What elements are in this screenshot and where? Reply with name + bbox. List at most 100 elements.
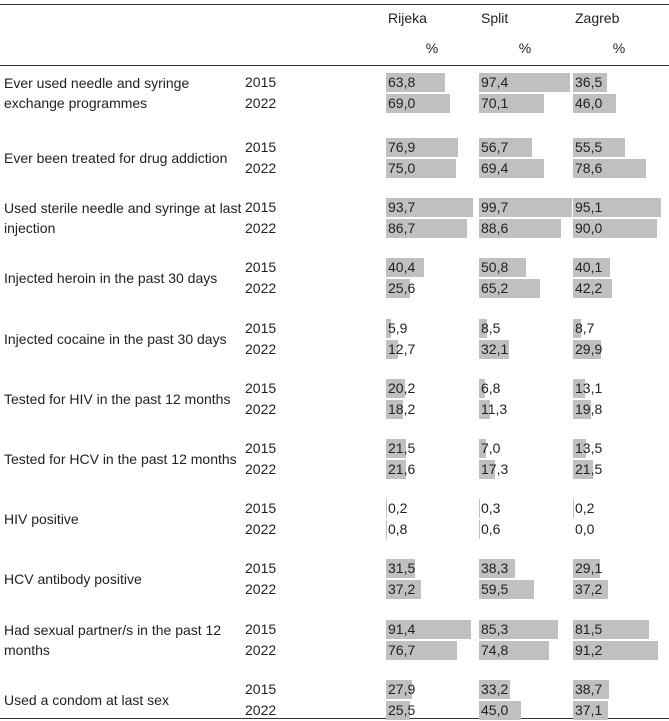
- cell-value: 37,1: [575, 701, 603, 718]
- cell-value: 8,5: [481, 319, 501, 336]
- data-bar: [573, 460, 593, 479]
- data-bar: [386, 520, 387, 540]
- cell-value: 45,0: [481, 701, 509, 718]
- year-label: 2015: [245, 379, 277, 396]
- data-bar: [479, 640, 549, 660]
- data-bar: [573, 700, 608, 720]
- year-label: 2015: [245, 500, 277, 517]
- data-bar: [479, 258, 527, 278]
- year-label: 2015: [245, 319, 277, 336]
- cell-value: 88,6: [481, 220, 509, 237]
- data-bar: [386, 159, 456, 178]
- cell-value: 29,9: [575, 340, 603, 357]
- cell-value: 0,2: [388, 500, 408, 517]
- data-bar: [386, 439, 406, 458]
- data-bar: [573, 198, 662, 218]
- year-label: 2022: [245, 581, 277, 598]
- row-label: HIV positive: [4, 511, 79, 528]
- year-label: 2022: [245, 160, 277, 176]
- bottom-rule: [0, 718, 669, 719]
- data-bar: [479, 279, 540, 299]
- cell-value: 40,4: [388, 259, 416, 276]
- data-bar: [386, 378, 405, 398]
- data-bar: [479, 318, 487, 338]
- cell-value: 38,7: [575, 680, 603, 697]
- column-header: Split: [481, 10, 509, 26]
- data-bar: [573, 640, 658, 660]
- cell-value: 76,7: [388, 641, 416, 658]
- cell-value: 97,4: [481, 74, 509, 90]
- year-label: 2015: [245, 440, 277, 456]
- data-bar: [386, 198, 474, 218]
- cell-value: 93,7: [388, 199, 416, 216]
- data-bar: [573, 619, 649, 639]
- data-bar: [573, 399, 592, 419]
- cell-value: 0,3: [481, 500, 501, 517]
- data-bar: [479, 520, 480, 540]
- data-bar: [573, 94, 616, 113]
- cell-value: 25,5: [388, 701, 416, 718]
- cell-value: 18,2: [388, 400, 416, 417]
- data-bar: [386, 580, 421, 600]
- cell-value: 7,0: [481, 440, 501, 456]
- column-header: Rijeka: [388, 10, 427, 26]
- year-label: 2015: [245, 259, 277, 276]
- data-bar: [386, 94, 451, 113]
- data-bar: [479, 198, 572, 218]
- cell-value: 21,5: [388, 440, 416, 456]
- data-bar: [479, 559, 515, 579]
- cell-value: 85,3: [481, 620, 509, 637]
- cell-value: 25,6: [388, 280, 416, 297]
- cell-value: 91,4: [388, 620, 416, 637]
- data-bar: [386, 219, 467, 239]
- cell-value: 40,1: [575, 259, 603, 276]
- cell-value: 69,0: [388, 95, 416, 111]
- cell-value: 70,1: [481, 95, 509, 111]
- data-bar: [573, 159, 647, 178]
- data-bar: [386, 460, 407, 479]
- data-bar: [573, 339, 601, 359]
- data-bar: [479, 159, 544, 178]
- year-label: 2022: [245, 95, 277, 111]
- year-label: 2022: [245, 521, 277, 538]
- cell-value: 38,3: [481, 560, 509, 577]
- row-label: Injected cocaine in the past 30 days: [4, 330, 227, 347]
- cell-value: 50,8: [481, 259, 509, 276]
- cell-value: 0,2: [575, 500, 595, 517]
- data-bar: [386, 399, 403, 419]
- data-bar: [479, 700, 521, 720]
- cell-value: 76,9: [388, 139, 416, 155]
- unit-label: %: [518, 40, 532, 56]
- data-bar: [573, 439, 586, 458]
- cell-value: 13,1: [575, 379, 603, 396]
- cell-value: 91,2: [575, 641, 603, 658]
- cell-value: 75,0: [388, 160, 416, 176]
- data-bar: [479, 460, 496, 479]
- cell-value: 21,5: [575, 461, 603, 477]
- year-label: 2015: [245, 560, 277, 577]
- data-bar: [386, 138, 458, 157]
- cell-value: 37,2: [388, 581, 416, 598]
- data-bar: [573, 559, 601, 579]
- data-bar: [386, 559, 416, 579]
- data-bar: [386, 700, 410, 720]
- cell-value: 8,7: [575, 319, 595, 336]
- cell-value: 86,7: [388, 220, 416, 237]
- data-bar: [479, 138, 532, 157]
- data-bar: [386, 279, 410, 299]
- cell-value: 46,0: [575, 95, 603, 111]
- cell-value: 78,6: [575, 160, 603, 176]
- cell-value: 69,4: [481, 160, 509, 176]
- header-rule: [0, 65, 669, 66]
- data-bar: [479, 399, 490, 419]
- cell-value: 59,5: [481, 581, 509, 598]
- year-label: 2022: [245, 340, 277, 357]
- data-bar: [386, 73, 446, 92]
- data-bar: [573, 138, 625, 157]
- cell-value: 55,5: [575, 139, 603, 155]
- year-label: 2015: [245, 74, 277, 90]
- data-bar: [479, 580, 535, 600]
- row-label: Injected heroin in the past 30 days: [4, 270, 218, 287]
- data-bar: [573, 258, 611, 278]
